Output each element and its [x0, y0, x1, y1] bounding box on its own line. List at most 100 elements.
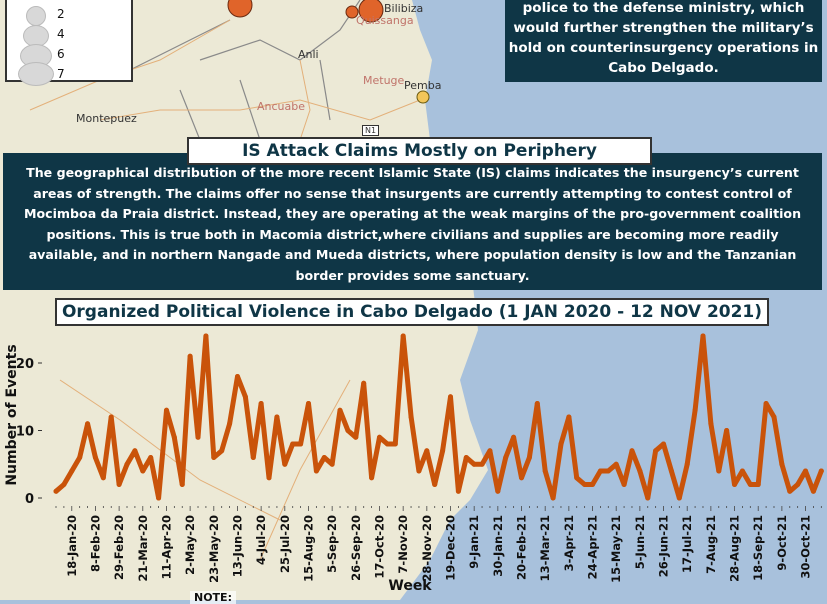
data-point — [645, 495, 651, 501]
x-tick-label: 9-Oct-21 — [775, 515, 789, 571]
data-point — [140, 468, 146, 474]
data-point — [755, 482, 761, 487]
data-point — [605, 468, 611, 474]
data-point — [416, 468, 422, 474]
data-point — [361, 380, 367, 386]
x-tick-label: 28-Aug-21 — [728, 515, 742, 582]
x-tick-label: 26-Jun-21 — [657, 515, 671, 577]
map-label-montepuez: Montepuez — [76, 112, 137, 125]
data-point — [100, 475, 106, 481]
legend-circle-icon — [18, 62, 54, 86]
data-point — [116, 482, 122, 487]
data-point — [353, 434, 359, 440]
data-point — [787, 488, 793, 494]
data-point — [156, 495, 162, 501]
events-series-line — [53, 333, 824, 501]
data-point — [219, 448, 225, 454]
data-point — [203, 333, 209, 339]
data-point — [700, 333, 706, 339]
data-point — [124, 461, 130, 467]
x-axis-label: Week — [388, 578, 432, 594]
data-point — [653, 448, 659, 454]
map-legend: 2 4 6 7 — [5, 0, 133, 86]
data-point — [448, 394, 453, 400]
event-marker — [358, 0, 384, 23]
data-point — [92, 455, 98, 460]
y-tick-label: 10 — [16, 425, 34, 440]
data-point — [511, 434, 517, 440]
x-tick-label: 28-Nov-20 — [420, 515, 434, 582]
data-point — [566, 414, 572, 420]
map-label-anli: Anli — [298, 48, 319, 61]
data-point — [668, 468, 674, 474]
data-point — [661, 441, 667, 447]
data-point — [234, 374, 240, 379]
data-point — [534, 401, 540, 406]
data-point — [771, 414, 777, 420]
data-point — [684, 461, 690, 467]
data-point — [803, 468, 809, 474]
data-point — [108, 414, 114, 420]
data-point — [621, 482, 627, 487]
x-tick-label: 18-Jan-20 — [65, 515, 79, 577]
data-point — [376, 434, 382, 440]
data-point — [282, 461, 288, 467]
x-tick-label: 17-Jul-21 — [680, 515, 694, 573]
data-point — [384, 441, 390, 447]
data-point — [313, 468, 319, 474]
data-point — [369, 475, 375, 481]
data-point — [526, 455, 532, 460]
x-tick-label: 13-Jun-20 — [230, 515, 244, 577]
data-point — [329, 461, 335, 467]
data-point — [503, 455, 509, 460]
data-point — [211, 455, 217, 460]
x-tick-label: 4-Jul-20 — [254, 515, 268, 565]
event-marker — [227, 0, 253, 18]
data-point — [519, 475, 525, 481]
data-point — [724, 428, 730, 433]
data-point — [258, 401, 264, 406]
data-point — [227, 421, 233, 427]
map-label-quissanga: Quissanga — [356, 14, 414, 27]
data-point — [455, 488, 461, 494]
x-tick-label: 7-Aug-21 — [704, 515, 718, 574]
map-label-ancuabe: Ancuabe — [257, 100, 306, 113]
data-point — [132, 448, 138, 454]
x-tick-label: 5-Sep-20 — [325, 515, 339, 573]
data-point — [747, 482, 753, 487]
legend-value: 2 — [57, 7, 65, 21]
data-point — [795, 482, 801, 487]
data-point — [739, 468, 745, 474]
data-point — [732, 482, 738, 487]
data-point — [582, 482, 588, 487]
x-tick-label: 29-Feb-20 — [112, 515, 126, 580]
data-point — [692, 407, 698, 413]
data-point — [432, 482, 438, 487]
data-point — [613, 461, 619, 467]
data-point — [195, 434, 201, 440]
legend-circle-icon — [26, 6, 46, 26]
y-axis: 0 10 20 — [16, 357, 42, 507]
data-point — [179, 482, 185, 487]
data-point — [187, 353, 193, 359]
x-tick-label: 7-Nov-20 — [396, 515, 410, 574]
x-tick-label: 13-Mar-21 — [538, 515, 552, 581]
data-point — [629, 448, 635, 454]
x-tick-label: 15-Aug-20 — [301, 515, 315, 582]
data-point — [495, 488, 501, 494]
data-point — [558, 441, 564, 447]
map-label-bilibiza: Bilibiza — [384, 2, 424, 15]
x-tick-label: 17-Oct-20 — [372, 515, 386, 579]
events-line-chart: 0 10 20 18-Jan-20 8-Feb-20 29-Feb-20 21-Mar-2… — [4, 333, 824, 594]
data-point — [779, 461, 785, 467]
data-point — [163, 407, 169, 413]
data-point — [148, 455, 154, 460]
x-tick-label: 5-Jun-21 — [633, 515, 647, 569]
data-point — [708, 421, 714, 427]
data-point — [676, 495, 682, 501]
x-tick-label: 23-May-20 — [207, 515, 221, 583]
x-tick-label: 11-Apr-20 — [159, 515, 173, 579]
is-claims-text-box: The geographical distribution of the mor… — [3, 153, 822, 290]
data-point — [818, 468, 824, 474]
x-tick-label: 15-May-21 — [609, 515, 623, 583]
